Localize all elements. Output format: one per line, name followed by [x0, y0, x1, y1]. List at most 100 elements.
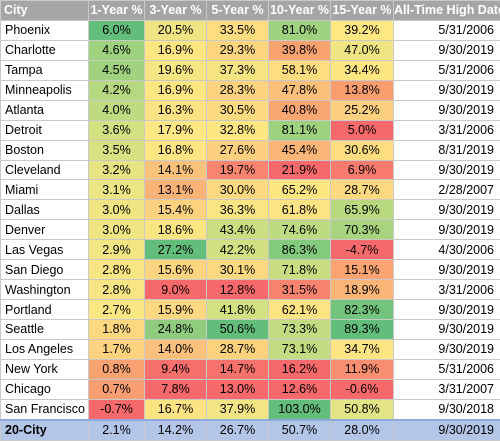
total-value-cell: 2.1%: [89, 420, 145, 440]
total-date-cell: 9/30/2019: [394, 420, 500, 440]
city-cell: Chicago: [1, 379, 89, 399]
value-cell: 3.0%: [89, 220, 145, 240]
date-cell: 9/30/2019: [394, 220, 500, 240]
value-cell: 9.4%: [145, 359, 207, 379]
value-cell: 4.5%: [89, 60, 145, 80]
header-row: City 1-Year % 3-Year % 5-Year % 10-Year …: [1, 1, 500, 21]
city-cell: Atlanta: [1, 100, 89, 120]
date-cell: 9/30/2019: [394, 100, 500, 120]
city-cell: Dallas: [1, 200, 89, 220]
total-value-cell: 14.2%: [145, 420, 207, 440]
date-cell: 3/31/2006: [394, 280, 500, 300]
value-cell: 34.4%: [331, 60, 394, 80]
value-cell: 86.3%: [269, 240, 331, 260]
header-city: City: [1, 1, 89, 21]
value-cell: 14.0%: [145, 339, 207, 359]
value-cell: 18.9%: [331, 280, 394, 300]
date-cell: 9/30/2019: [394, 300, 500, 320]
value-cell: 9.0%: [145, 280, 207, 300]
header-15-year: 15-Year %: [331, 1, 394, 21]
value-cell: 3.6%: [89, 120, 145, 140]
city-cell: Charlotte: [1, 40, 89, 60]
value-cell: 30.1%: [207, 260, 269, 280]
city-cell: Portland: [1, 300, 89, 320]
header-1-year: 1-Year %: [89, 1, 145, 21]
value-cell: 81.1%: [269, 120, 331, 140]
date-cell: 9/30/2019: [394, 339, 500, 359]
value-cell: 39.2%: [331, 20, 394, 40]
value-cell: 28.7%: [331, 180, 394, 200]
value-cell: 21.9%: [269, 160, 331, 180]
value-cell: 73.1%: [269, 339, 331, 359]
value-cell: 14.1%: [145, 160, 207, 180]
value-cell: 13.8%: [331, 80, 394, 100]
header-5-year: 5-Year %: [207, 1, 269, 21]
city-cell: Los Angeles: [1, 339, 89, 359]
value-cell: 3.2%: [89, 160, 145, 180]
header-all-time-high-date: All-Time High Date: [394, 1, 500, 21]
value-cell: 16.9%: [145, 40, 207, 60]
value-cell: 0.8%: [89, 359, 145, 379]
city-cell: Minneapolis: [1, 80, 89, 100]
value-cell: 74.6%: [269, 220, 331, 240]
city-cell: Detroit: [1, 120, 89, 140]
city-cell: Miami: [1, 180, 89, 200]
value-cell: 30.0%: [207, 180, 269, 200]
value-cell: 30.6%: [331, 140, 394, 160]
value-cell: 19.6%: [145, 60, 207, 80]
value-cell: 47.0%: [331, 40, 394, 60]
city-cell: Boston: [1, 140, 89, 160]
city-cell: Las Vegas: [1, 240, 89, 260]
value-cell: 47.8%: [269, 80, 331, 100]
value-cell: 3.0%: [89, 200, 145, 220]
value-cell: 71.8%: [269, 260, 331, 280]
value-cell: 27.2%: [145, 240, 207, 260]
value-cell: 61.8%: [269, 200, 331, 220]
value-cell: 7.8%: [145, 379, 207, 399]
total-city-cell: 20-City: [1, 420, 89, 440]
value-cell: 13.0%: [207, 379, 269, 399]
value-cell: 58.1%: [269, 60, 331, 80]
value-cell: 4.0%: [89, 100, 145, 120]
total-value-cell: 28.0%: [331, 420, 394, 440]
value-cell: 70.3%: [331, 220, 394, 240]
date-cell: 3/31/2006: [394, 120, 500, 140]
city-cell: Washington: [1, 280, 89, 300]
date-cell: 9/30/2019: [394, 40, 500, 60]
value-cell: 28.3%: [207, 80, 269, 100]
value-cell: 34.7%: [331, 339, 394, 359]
value-cell: 41.8%: [207, 300, 269, 320]
value-cell: 2.8%: [89, 260, 145, 280]
date-cell: 3/31/2007: [394, 379, 500, 399]
value-cell: 28.7%: [207, 339, 269, 359]
value-cell: 37.3%: [207, 60, 269, 80]
value-cell: 82.3%: [331, 300, 394, 320]
date-cell: 5/31/2006: [394, 20, 500, 40]
value-cell: 16.8%: [145, 140, 207, 160]
value-cell: 36.3%: [207, 200, 269, 220]
date-cell: 5/31/2006: [394, 359, 500, 379]
value-cell: 43.4%: [207, 220, 269, 240]
value-cell: 33.5%: [207, 20, 269, 40]
value-cell: 15.1%: [331, 260, 394, 280]
value-cell: 14.7%: [207, 359, 269, 379]
value-cell: 16.2%: [269, 359, 331, 379]
value-cell: 30.5%: [207, 100, 269, 120]
value-cell: 15.9%: [145, 300, 207, 320]
value-cell: 3.5%: [89, 140, 145, 160]
